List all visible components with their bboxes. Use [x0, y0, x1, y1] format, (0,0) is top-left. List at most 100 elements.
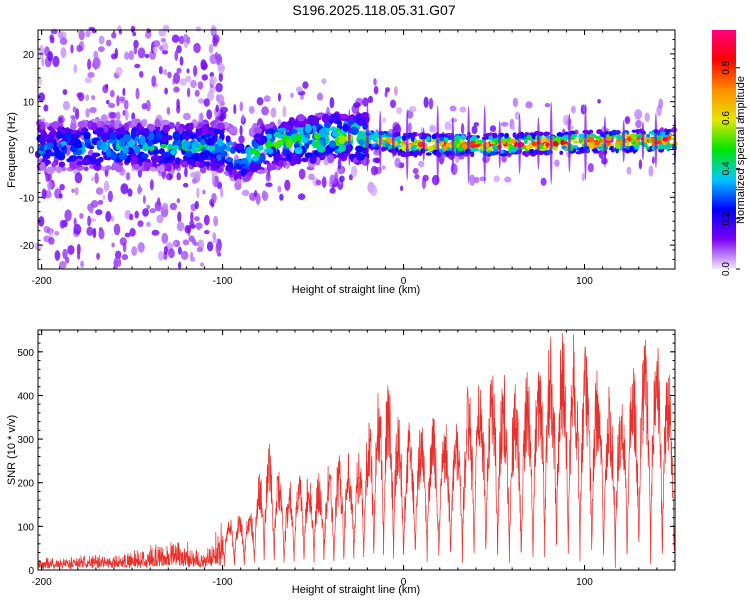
heatmap-cell — [624, 116, 631, 125]
snr-y-tick-label: 0 — [28, 566, 34, 577]
heatmap-cell — [261, 106, 269, 116]
heatmap-cell — [658, 143, 665, 150]
heatmap-cell — [194, 170, 201, 180]
heatmap-cell — [389, 99, 397, 109]
heatmap-cell — [163, 245, 168, 255]
heatmap-cell — [469, 136, 477, 142]
heatmap-cell — [96, 252, 101, 260]
heatmap-cell — [115, 66, 123, 76]
spectrogram-y-tick-label: 10 — [23, 98, 35, 109]
heatmap-cell — [209, 71, 215, 78]
heatmap-cell — [105, 147, 112, 158]
heatmap-cell — [49, 34, 54, 41]
heatmap-cell — [137, 242, 145, 253]
heatmap-cell — [348, 108, 351, 167]
heatmap-cell — [79, 213, 84, 219]
heatmap-cell — [195, 126, 203, 137]
heatmap-cell — [109, 89, 115, 98]
heatmap-cell — [208, 145, 214, 152]
heatmap-cell — [422, 128, 426, 162]
heatmap-cell — [330, 113, 339, 122]
heatmap-cell — [488, 132, 493, 137]
heatmap-cell — [337, 157, 342, 170]
spectrogram-x-tick-label: -200 — [32, 276, 52, 287]
heatmap-cell — [355, 145, 364, 153]
heatmap-cell — [493, 175, 501, 183]
heatmap-cell — [174, 50, 179, 61]
heatmap-cell — [581, 172, 585, 182]
heatmap-cell — [195, 26, 201, 32]
heatmap-cell — [412, 168, 419, 175]
heatmap-cell — [59, 183, 65, 191]
heatmap-cell — [395, 137, 400, 142]
heatmap-cell — [186, 159, 196, 166]
heatmap-cell — [313, 132, 321, 140]
snr-x-ticks: -200 -100 0 100 — [32, 330, 676, 588]
heatmap-cell — [201, 125, 209, 135]
heatmap-cell — [59, 37, 68, 46]
heatmap-cell — [654, 112, 658, 169]
heatmap-cell — [488, 135, 493, 141]
heatmap-cell — [105, 210, 112, 223]
heatmap-cell — [190, 146, 196, 153]
heatmap-cell — [338, 135, 346, 145]
heatmap-cell — [587, 162, 594, 173]
heatmap-cell — [239, 101, 244, 112]
heatmap-cell — [114, 47, 119, 59]
heatmap-cell — [316, 92, 324, 101]
heatmap-cell — [265, 172, 271, 182]
heatmap-cell — [48, 130, 58, 136]
heatmap-cell — [656, 140, 663, 145]
colorbar-tick-label: 0.8 — [721, 60, 732, 74]
snr-y-ticks: 0 100 200 300 400 500 — [17, 333, 675, 577]
heatmap-cell — [114, 250, 122, 260]
heatmap-cell — [189, 220, 195, 228]
heatmap-cell — [194, 160, 200, 166]
heatmap-cell — [417, 141, 424, 148]
heatmap-cell — [202, 189, 206, 195]
heatmap-cell — [48, 228, 53, 240]
heatmap-cell — [130, 156, 138, 165]
heatmap-cell — [459, 106, 467, 113]
heatmap-cell — [206, 109, 213, 120]
heatmap-cell — [321, 78, 327, 85]
heatmap-cell — [86, 226, 94, 236]
heatmap-cell — [366, 103, 369, 172]
heatmap-cell — [130, 25, 136, 33]
heatmap-cell — [353, 102, 361, 108]
heatmap-cell — [51, 161, 57, 168]
heatmap-cell — [74, 172, 83, 184]
heatmap-cell — [410, 146, 415, 151]
heatmap-cell — [553, 146, 558, 151]
heatmap-cell — [400, 152, 406, 158]
heatmap-cell — [304, 123, 312, 134]
snr-frame — [37, 329, 676, 571]
heatmap-cell — [296, 86, 303, 93]
heatmap-cell — [485, 132, 490, 137]
heatmap-cell — [231, 169, 238, 175]
heatmap-cell — [193, 65, 198, 77]
heatmap-cell — [109, 111, 117, 119]
heatmap-cell — [223, 111, 227, 120]
spectrogram-y-tick-label: 0 — [28, 146, 34, 157]
heatmap-cell — [373, 132, 379, 136]
heatmap-cell — [531, 141, 537, 146]
heatmap-cell — [512, 97, 519, 108]
heatmap-cell — [200, 150, 209, 160]
heatmap-cell — [46, 142, 54, 149]
heatmap-cell — [408, 105, 417, 113]
heatmap-cell — [318, 128, 328, 138]
snr-x-tick-label: -200 — [32, 577, 52, 588]
heatmap-cell — [193, 216, 200, 222]
heatmap-cell — [296, 113, 305, 122]
heatmap-cell — [217, 62, 225, 74]
heatmap-cell — [215, 104, 219, 113]
heatmap-cell — [315, 179, 322, 186]
heatmap-cell — [163, 151, 171, 158]
heatmap-cell — [405, 108, 409, 181]
heatmap-cell — [401, 135, 407, 141]
heatmap-cell — [302, 81, 309, 89]
heatmap-cell — [525, 101, 533, 109]
heatmap-cell — [149, 179, 154, 191]
spectrogram-x-axis-label: Height of straight line (km) — [292, 284, 420, 296]
